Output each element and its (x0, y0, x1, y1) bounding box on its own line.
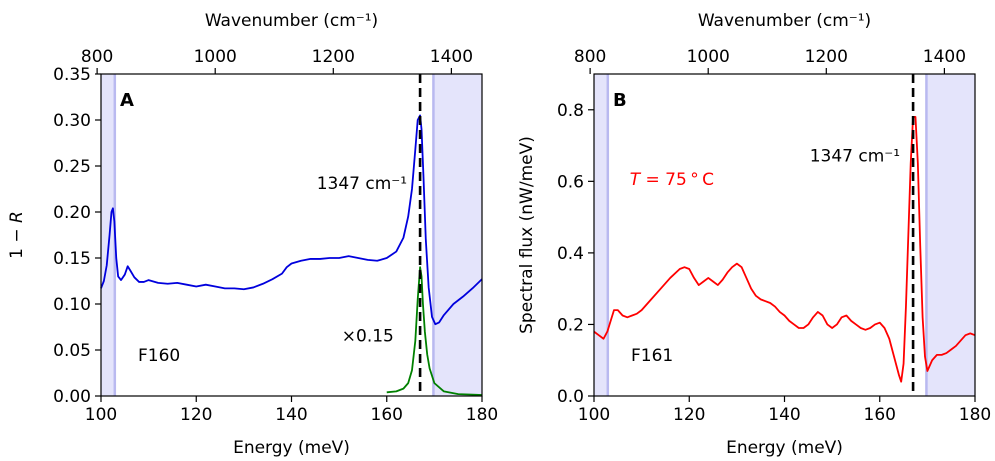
temperature-label-value: = 75 ° C (640, 170, 714, 190)
panel-letter: B (613, 90, 627, 111)
x2-tick-label: 1400 (430, 47, 473, 67)
x2-tick-label: 800 (81, 47, 113, 67)
y-axis-label: Spectral flux (nW/meV) (517, 136, 537, 334)
x-tick-label: 180 (466, 405, 498, 425)
x2-axis-label: Wavenumber (cm⁻¹) (205, 11, 378, 31)
panel-b: 100 120 140 160 180 800 1000 1200 1400 0.0 0.2 0.4 0… (517, 11, 991, 458)
shaded-region (433, 74, 482, 396)
y-tick-label: 0.10 (53, 295, 91, 315)
shaded-region (594, 74, 608, 396)
series-line (100, 114, 483, 326)
x2-tick-label: 1200 (805, 47, 848, 67)
x2-tick-label: 800 (574, 47, 606, 67)
x-tick-label: 140 (275, 405, 307, 425)
temperature-label-var: T (630, 170, 642, 190)
y-axis-label-var: R (7, 211, 27, 223)
panel-letter: A (120, 90, 134, 111)
y-tick-label: 0.20 (53, 203, 91, 223)
resonance-label: 1347 cm⁻¹ (810, 147, 900, 167)
y-tick-label: 0.6 (557, 172, 584, 192)
y-tick-label: 0.4 (557, 244, 584, 264)
x2-tick-label: 1000 (194, 47, 237, 67)
y-tick-label: 0.0 (557, 387, 584, 407)
temperature-label: T = 75 ° C (630, 170, 714, 190)
resonance-label: 1347 cm⁻¹ (317, 174, 407, 194)
sample-label: F161 (631, 346, 673, 366)
y-tick-label: 0.8 (557, 101, 584, 121)
x-tick-label: 140 (768, 405, 800, 425)
x2-tick-label: 1200 (312, 47, 355, 67)
x-tick-label: 100 (578, 405, 610, 425)
x-tick-label: 160 (371, 405, 403, 425)
x-tick-label: 160 (864, 405, 896, 425)
sample-label: F160 (138, 346, 180, 366)
y-tick-label: 0.00 (53, 387, 91, 407)
x-axis-label: Energy (meV) (233, 438, 350, 458)
y-tick-label: 0.05 (53, 341, 91, 361)
y-axis-label: 1 − R (7, 211, 27, 259)
x2-axis-label: Wavenumber (cm⁻¹) (698, 11, 871, 31)
series-line (386, 266, 483, 396)
x-axis-label: Energy (meV) (726, 438, 843, 458)
x-tick-label: 100 (85, 405, 117, 425)
shaded-region (101, 74, 115, 396)
scale-factor-label: ×0.15 (342, 327, 394, 347)
y-tick-label: 0.2 (557, 315, 584, 335)
y-tick-label: 0.15 (53, 249, 91, 269)
y-tick-label: 0.35 (53, 65, 91, 85)
shaded-region (926, 74, 975, 396)
series-line (593, 116, 976, 383)
x2-tick-label: 1000 (687, 47, 730, 67)
y-tick-label: 0.30 (53, 111, 91, 131)
x2-tick-label: 1400 (923, 47, 966, 67)
y-axis-label-num: 1 − (7, 223, 27, 259)
y-tick-label: 0.25 (53, 157, 91, 177)
panel-a: 100 120 140 160 180 800 1000 1200 1400 0.00 0.05 0.… (7, 11, 498, 458)
x-tick-label: 120 (673, 405, 705, 425)
x-tick-label: 180 (959, 405, 991, 425)
x-tick-label: 120 (180, 405, 212, 425)
